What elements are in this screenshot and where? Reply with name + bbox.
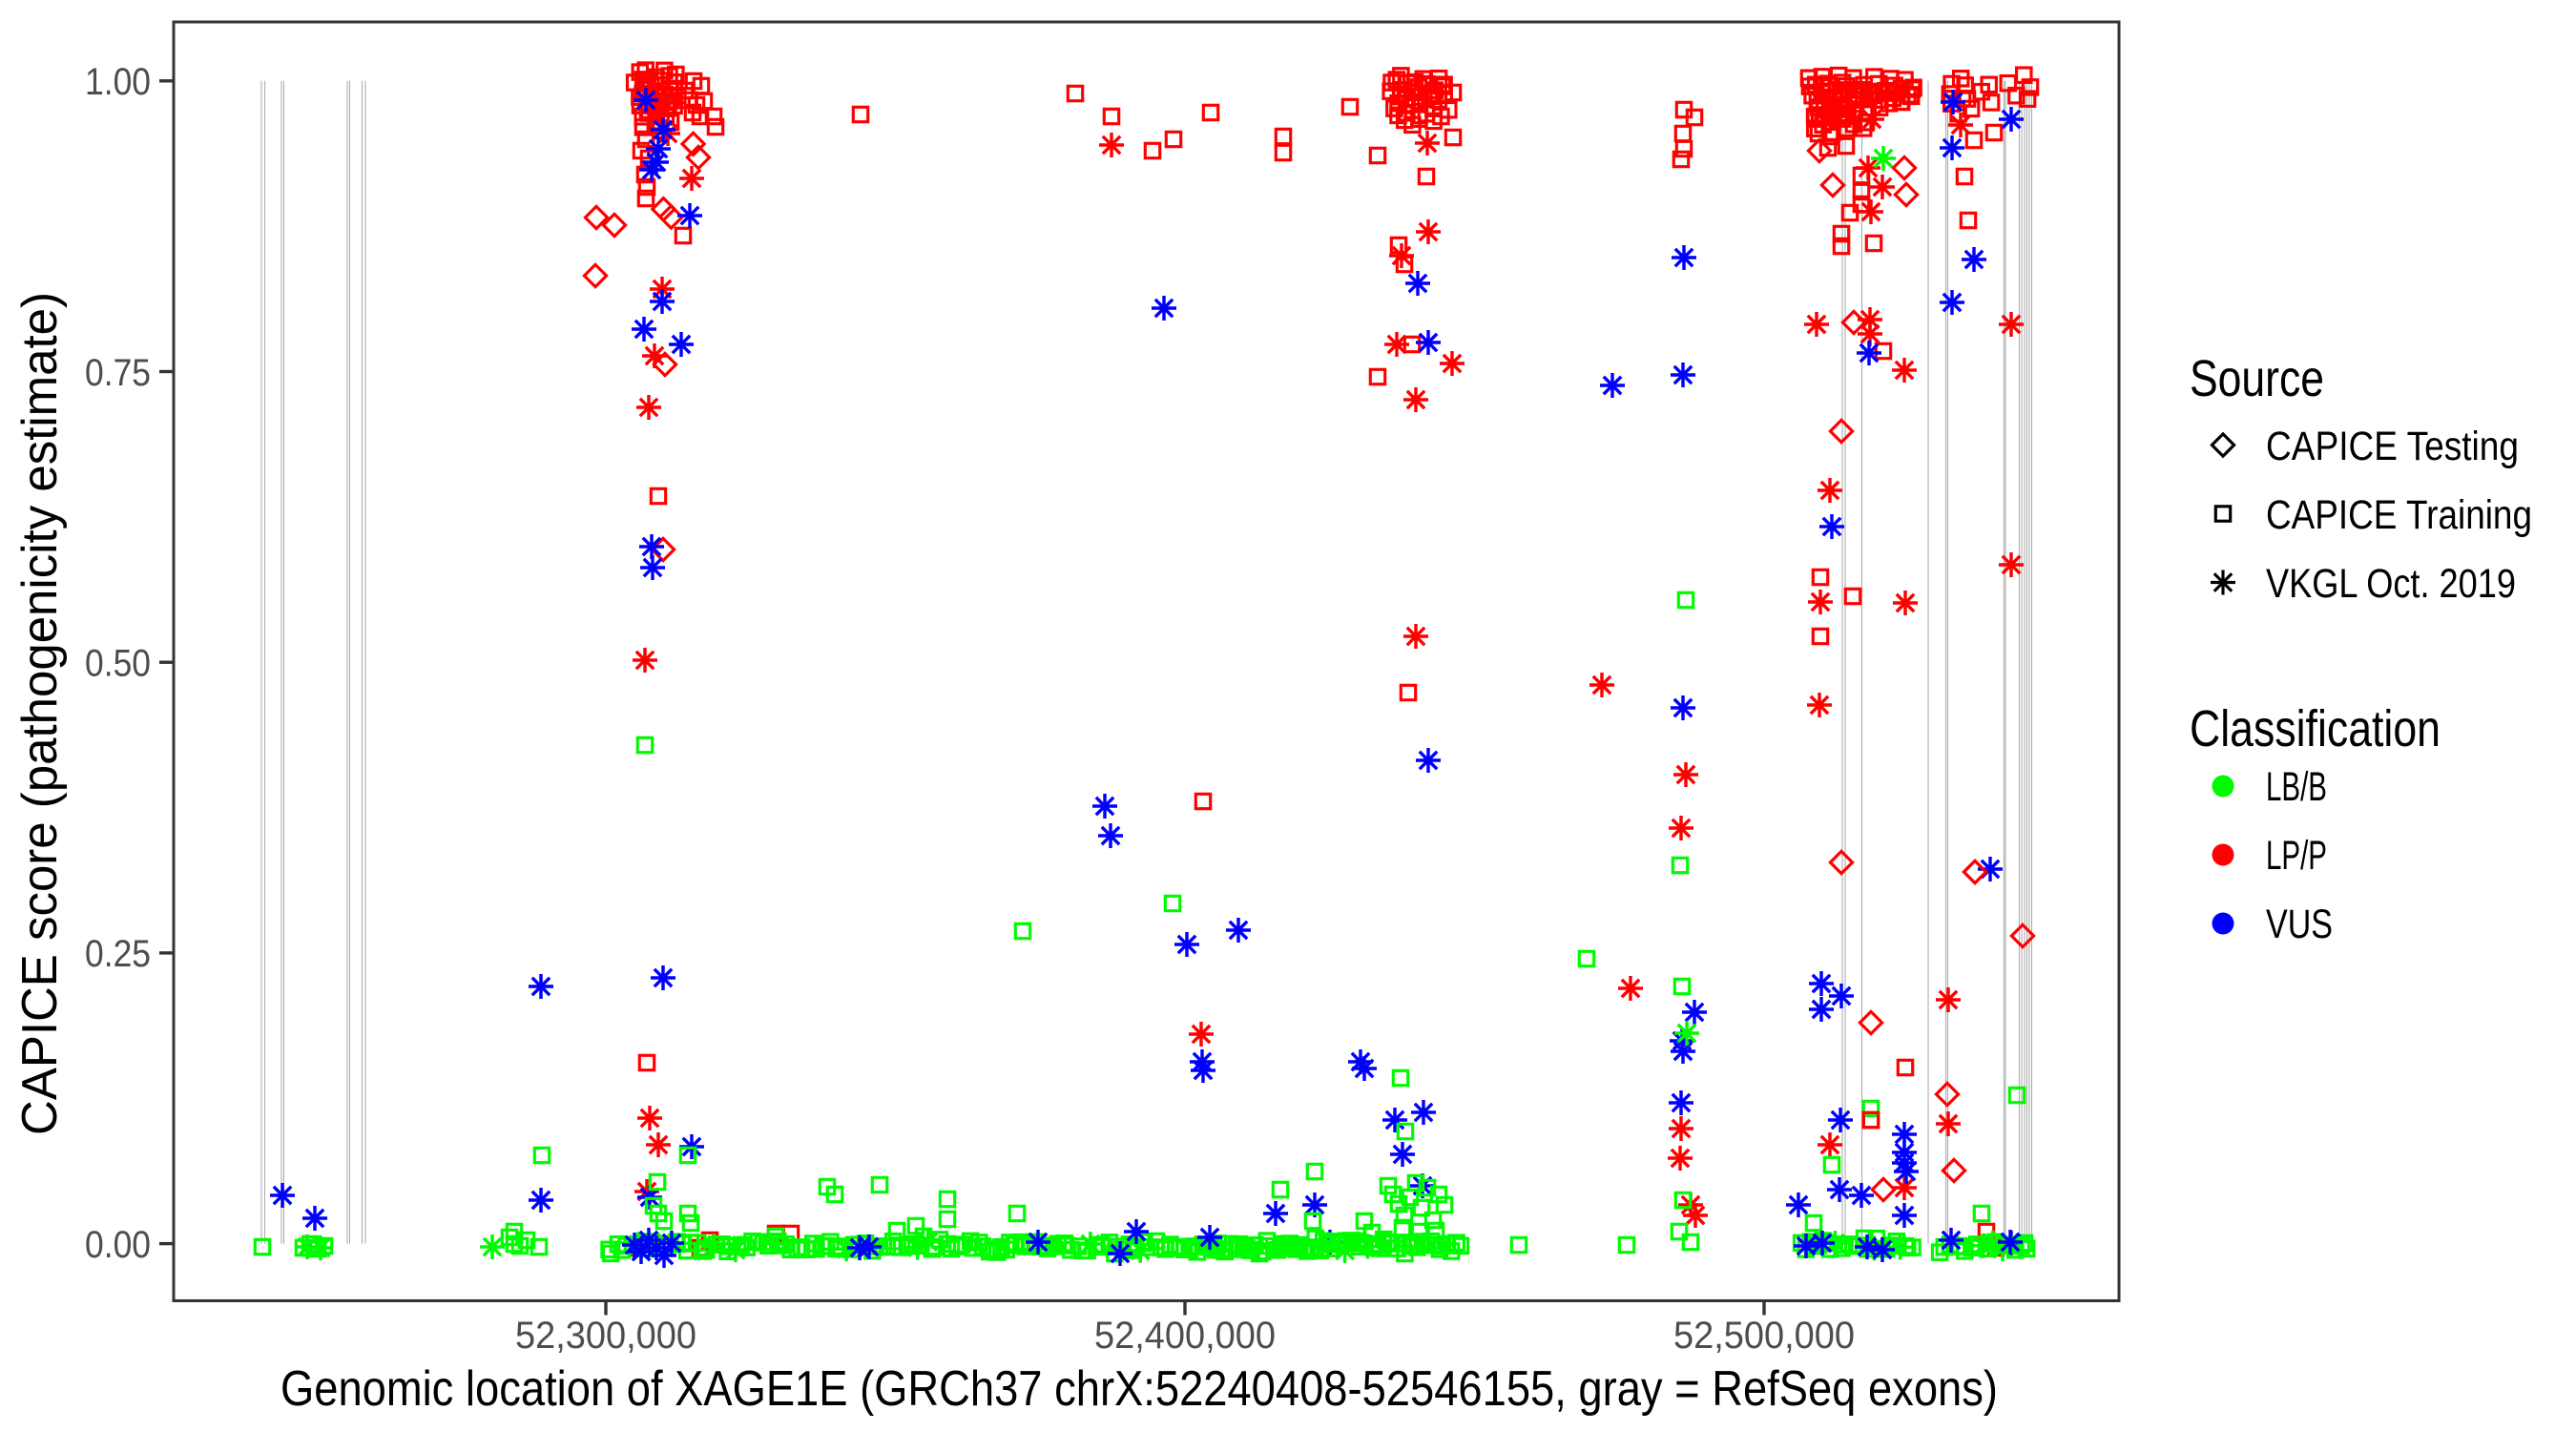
svg-text:1.00: 1.00 (85, 61, 151, 103)
svg-text:Classification: Classification (2190, 700, 2441, 757)
svg-text:52,500,000: 52,500,000 (1673, 1315, 1855, 1357)
svg-text:CAPICE score (pathogenicity es: CAPICE score (pathogenicity estimate) (12, 292, 68, 1135)
svg-text:0.75: 0.75 (85, 352, 151, 394)
svg-text:Genomic location of XAGE1E (GR: Genomic location of XAGE1E (GRCh37 chrX:… (280, 1361, 1998, 1417)
svg-text:52,400,000: 52,400,000 (1094, 1315, 1276, 1357)
svg-text:CAPICE Testing: CAPICE Testing (2266, 424, 2519, 469)
svg-text:0.50: 0.50 (85, 643, 151, 685)
svg-text:LP/P: LP/P (2266, 833, 2327, 879)
svg-text:VUS: VUS (2266, 902, 2333, 947)
svg-text:CAPICE Training: CAPICE Training (2266, 492, 2532, 538)
svg-text:0.25: 0.25 (85, 933, 151, 975)
svg-text:Source: Source (2190, 350, 2324, 407)
svg-text:VKGL Oct. 2019: VKGL Oct. 2019 (2266, 561, 2516, 607)
svg-text:52,300,000: 52,300,000 (515, 1315, 696, 1357)
svg-text:LB/B: LB/B (2266, 764, 2327, 810)
svg-text:0.00: 0.00 (85, 1224, 151, 1266)
